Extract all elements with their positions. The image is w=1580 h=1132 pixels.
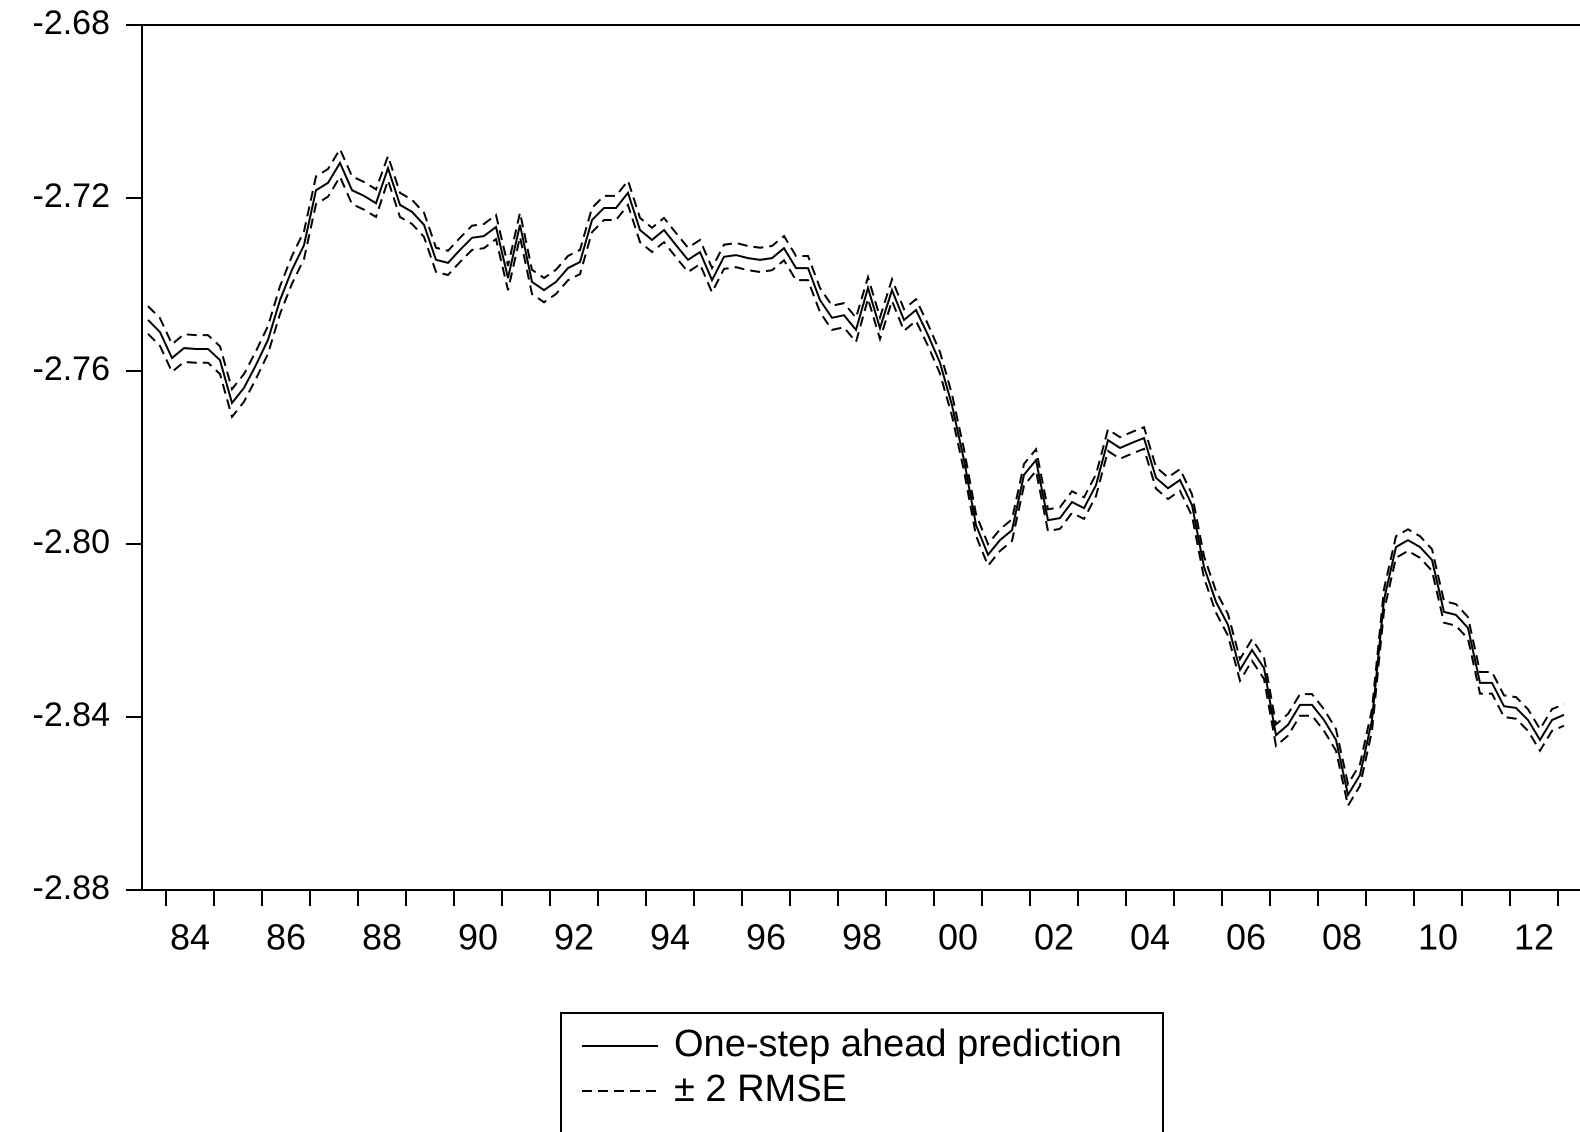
x-tick-label: 90 — [458, 917, 498, 958]
y-tick-label: -2.80 — [33, 523, 111, 561]
y-tick-label: -2.88 — [33, 869, 111, 907]
y-tick-label: -2.84 — [33, 696, 111, 734]
x-tick-label: 00 — [938, 917, 978, 958]
x-tick-label: 04 — [1130, 917, 1170, 958]
y-tick-label: -2.68 — [33, 4, 111, 42]
x-tick-label: 84 — [170, 917, 210, 958]
legend-label: ± 2 RMSE — [674, 1068, 847, 1110]
x-tick-label: 02 — [1034, 917, 1074, 958]
x-tick-label: 96 — [746, 917, 786, 958]
y-tick-label: -2.72 — [33, 177, 111, 215]
x-tick-label: 86 — [266, 917, 306, 958]
x-tick-label: 08 — [1322, 917, 1362, 958]
x-tick-label: 10 — [1418, 917, 1458, 958]
x-tick-label: 92 — [554, 917, 594, 958]
band-lower — [147, 174, 1565, 809]
plot-frame — [141, 24, 1580, 891]
legend-box — [560, 1012, 1164, 1132]
y-tick-label: -2.76 — [33, 350, 111, 388]
x-tick-label: 88 — [362, 917, 402, 958]
x-tick-label: 06 — [1226, 917, 1266, 958]
x-tick-label: 12 — [1514, 917, 1554, 958]
legend-label: One-step ahead prediction — [674, 1023, 1122, 1065]
x-tick-label: 94 — [650, 917, 690, 958]
x-tick-label: 98 — [842, 917, 882, 958]
series-line — [147, 160, 1565, 798]
band-upper — [147, 146, 1565, 787]
